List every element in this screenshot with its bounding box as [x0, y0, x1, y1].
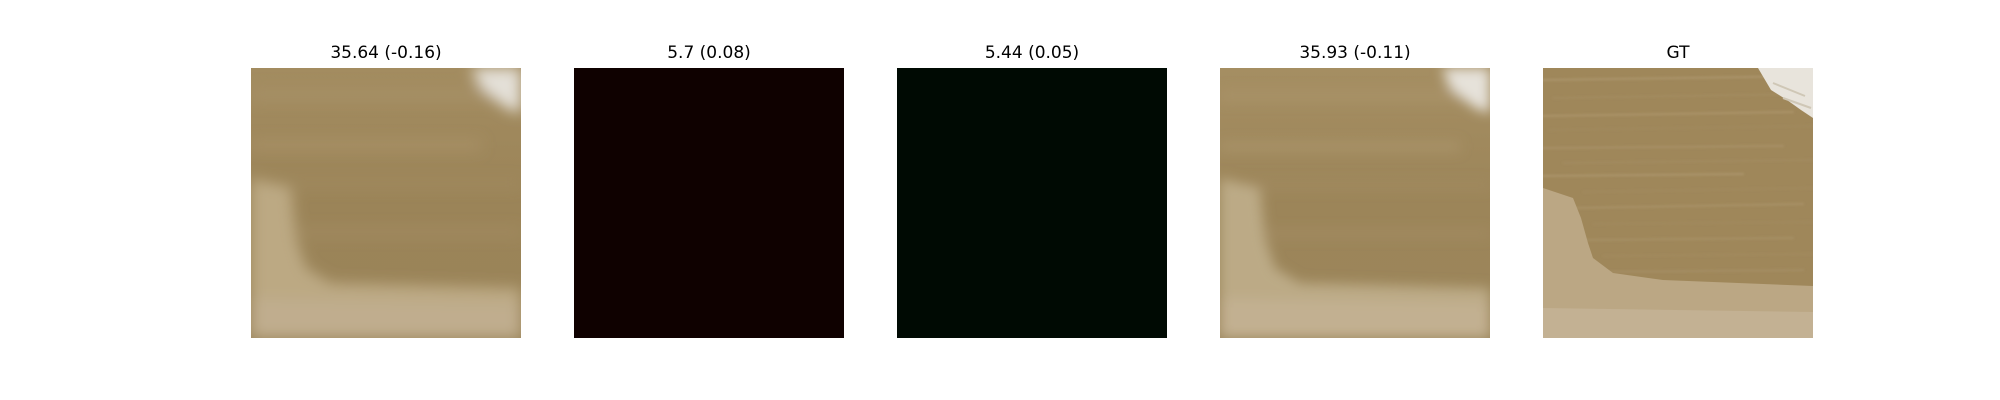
panel-4-title: 35.93 (-0.11) [1299, 43, 1411, 63]
panel-3-image [897, 68, 1167, 338]
panel-5-image [1543, 68, 1813, 338]
panel-3-title: 5.44 (0.05) [984, 43, 1080, 63]
panel-2: 5.7 (0.08) [574, 0, 844, 340]
panel-4-image [1220, 68, 1490, 338]
panel-5-title: GT [1666, 43, 1690, 63]
panel-1: 35.64 (-0.16) [251, 0, 521, 340]
panel-2-image [574, 68, 844, 338]
panel-2-title: 5.7 (0.08) [667, 43, 751, 63]
panel-5: GT [1543, 0, 1813, 340]
panel-1-title: 35.64 (-0.16) [330, 43, 442, 63]
panel-4: 35.93 (-0.11) [1220, 0, 1490, 340]
panel-1-image [251, 68, 521, 338]
panel-3: 5.44 (0.05) [897, 0, 1167, 340]
